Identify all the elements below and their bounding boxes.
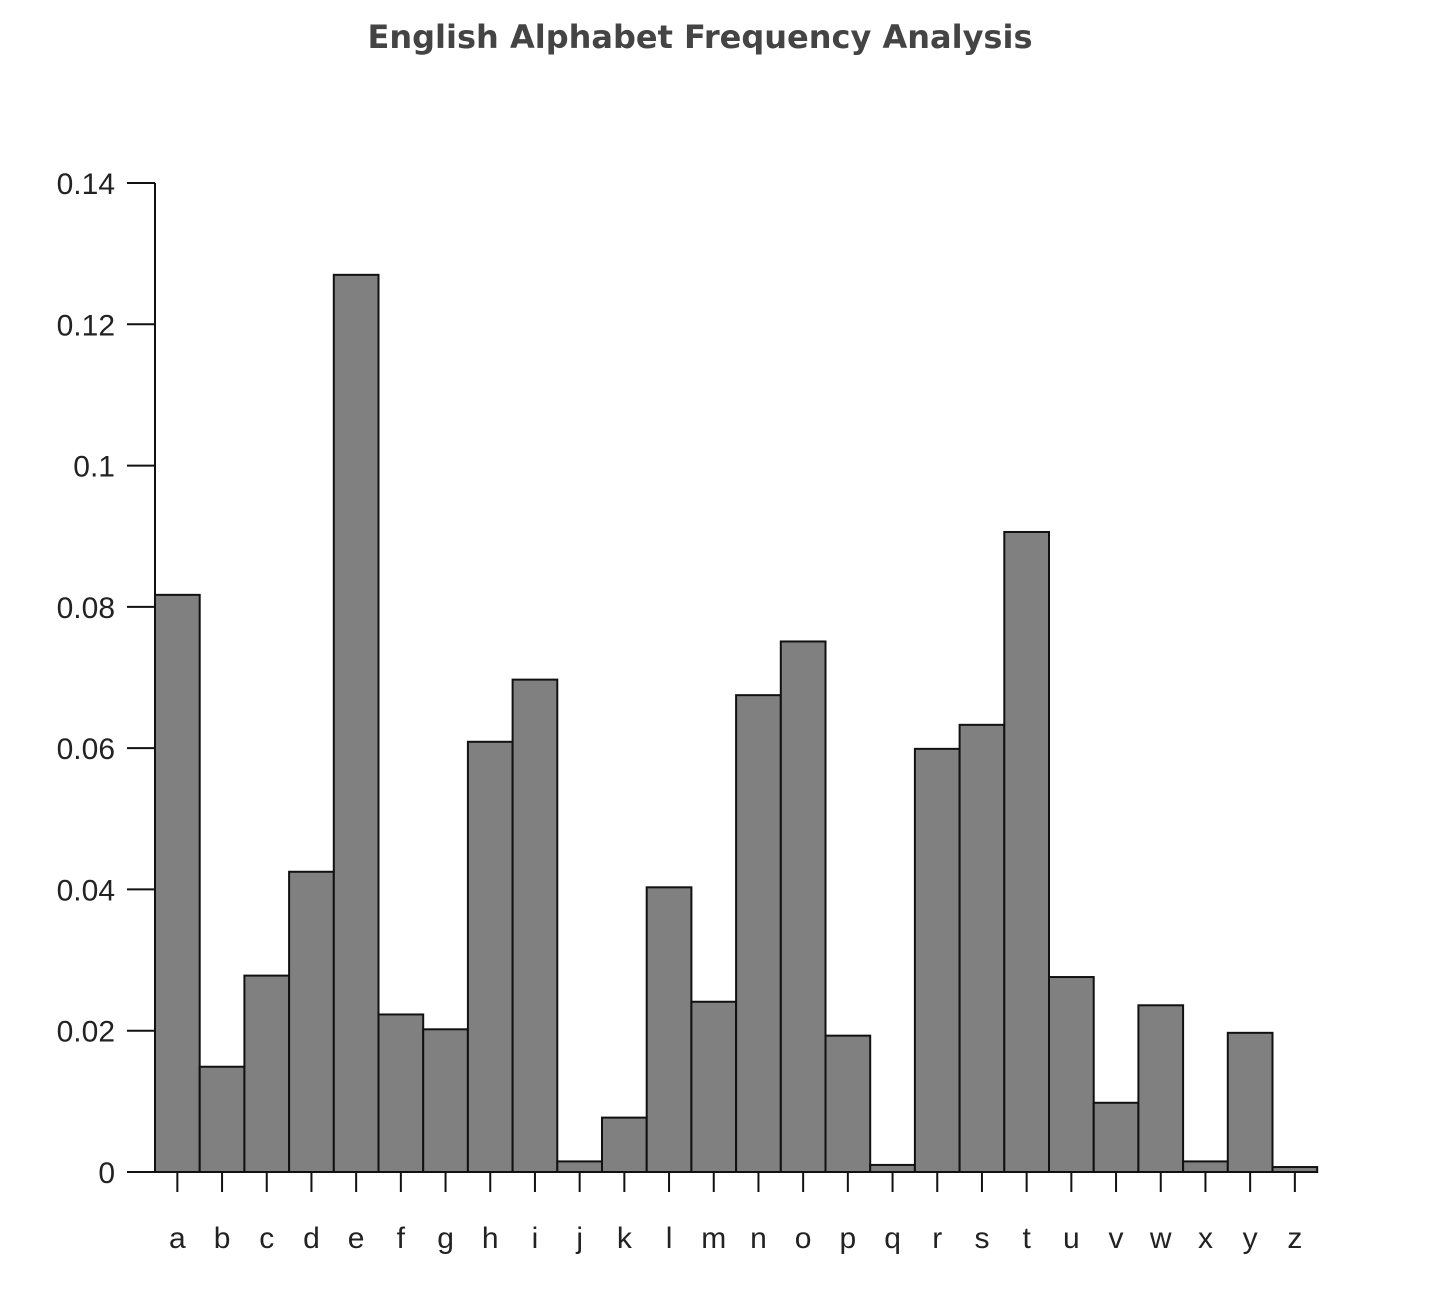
- x-tick-label-b: b: [214, 1222, 231, 1255]
- y-tick-label: 0.1: [73, 451, 115, 484]
- bar-h: [466, 740, 514, 1173]
- bar-o: [779, 640, 827, 1173]
- bar-c: [243, 974, 291, 1173]
- bar-w: [1137, 1004, 1185, 1174]
- x-tick-label-u: u: [1063, 1222, 1080, 1255]
- x-tick-label-o: o: [795, 1222, 812, 1255]
- y-tick-label: 0.06: [57, 733, 115, 766]
- x-tick-label-s: s: [974, 1222, 989, 1255]
- y-tick-label: 0.02: [57, 1016, 115, 1049]
- chart-title: English Alphabet Frequency Analysis: [367, 18, 1033, 56]
- x-tick-label-k: k: [617, 1222, 633, 1255]
- bar-e: [332, 273, 380, 1173]
- bar-x: [1182, 1160, 1229, 1174]
- x-tick-label-m: m: [701, 1222, 726, 1255]
- y-tick-label: 0.12: [57, 309, 115, 342]
- y-tick-label: 0.14: [57, 168, 115, 201]
- x-tick-label-j: j: [575, 1222, 583, 1255]
- bar-t: [1003, 530, 1050, 1173]
- x-tick-label-x: x: [1198, 1222, 1213, 1255]
- bar-v: [1092, 1101, 1140, 1174]
- labels-layer: 0 0.02 0.04 0.06 0.08 0.1 0.12 0.14 a b c d e f g h i j k l…: [57, 168, 1303, 1255]
- x-tick-label-i: i: [532, 1222, 539, 1255]
- x-tick-label-g: g: [437, 1222, 454, 1255]
- x-tick-label-d: d: [303, 1222, 320, 1255]
- bar-r: [913, 747, 961, 1173]
- bar-g: [422, 1028, 469, 1174]
- bar-j: [556, 1160, 603, 1174]
- x-tick-label-w: w: [1149, 1222, 1172, 1255]
- bar-n: [735, 694, 782, 1173]
- bar-k: [601, 1116, 648, 1173]
- x-tick-label-z: z: [1287, 1222, 1302, 1255]
- x-tick-label-e: e: [348, 1222, 365, 1255]
- x-tick-label-y: y: [1243, 1222, 1258, 1255]
- bar-q: [869, 1163, 916, 1173]
- x-tick-label-f: f: [397, 1222, 406, 1255]
- x-tick-label-q: q: [884, 1222, 901, 1255]
- bars-layer: [154, 273, 1319, 1174]
- bar-f: [377, 1013, 425, 1173]
- axes-layer: [127, 182, 1318, 1192]
- bar-b: [198, 1065, 246, 1173]
- y-tick-label: 0.04: [57, 874, 115, 907]
- x-tick-label-c: c: [259, 1222, 274, 1255]
- bar-s: [958, 723, 1006, 1174]
- y-tick-label: 0: [98, 1157, 115, 1190]
- x-tick-label-l: l: [666, 1222, 673, 1255]
- x-tick-label-r: r: [932, 1222, 942, 1255]
- bar-y: [1226, 1031, 1274, 1173]
- x-tick-label-a: a: [169, 1222, 186, 1255]
- bar-i: [511, 678, 559, 1173]
- bar-a: [154, 593, 201, 1173]
- y-tick-label: 0.08: [57, 592, 115, 625]
- x-tick-label-p: p: [840, 1222, 857, 1255]
- bar-u: [1048, 976, 1095, 1174]
- x-tick-label-t: t: [1022, 1222, 1031, 1255]
- bar-m: [690, 1000, 738, 1173]
- x-tick-label-h: h: [482, 1222, 499, 1255]
- x-tick-label-v: v: [1109, 1222, 1124, 1255]
- bar-d: [288, 870, 335, 1174]
- x-tick-label-n: n: [750, 1222, 767, 1255]
- bar-l: [645, 886, 693, 1173]
- bar-p: [824, 1034, 872, 1174]
